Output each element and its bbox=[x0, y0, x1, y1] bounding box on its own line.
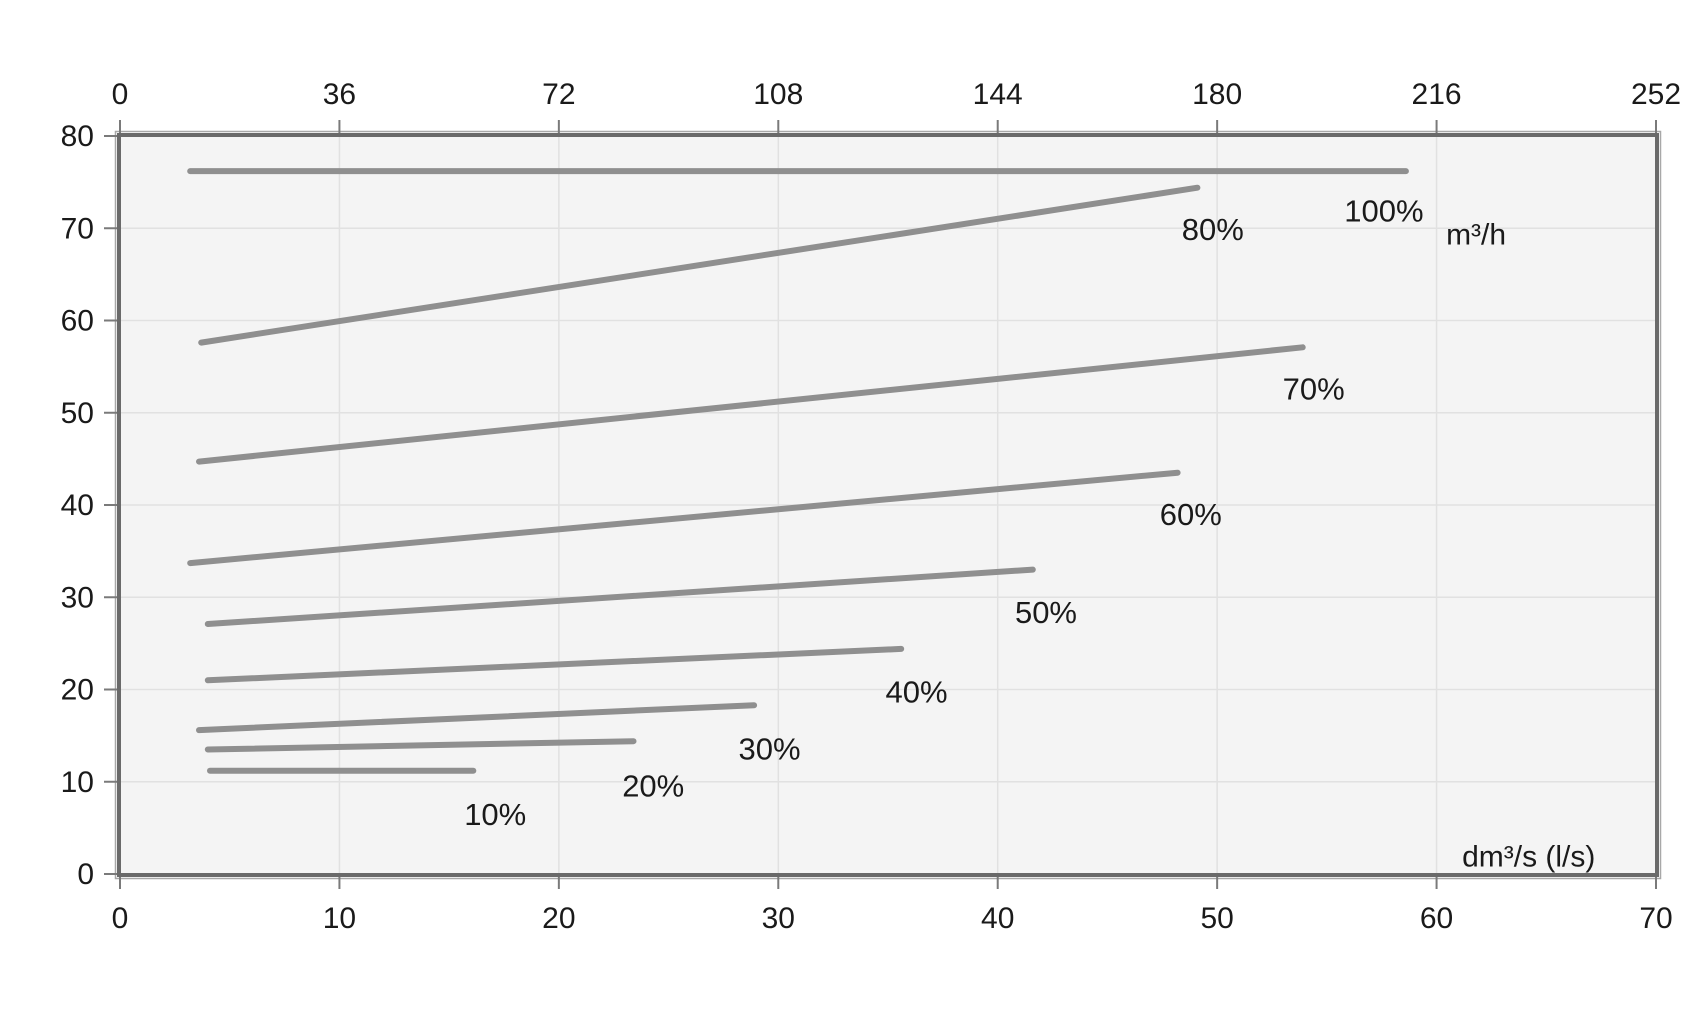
top-axis-tick-label: 216 bbox=[1412, 78, 1462, 111]
series-label-70%: 70% bbox=[1283, 372, 1345, 407]
series-line-30% bbox=[196, 702, 758, 734]
y-axis-tick-label: 80 bbox=[61, 120, 94, 153]
series-line-60% bbox=[187, 469, 1181, 567]
series-label-30%: 30% bbox=[738, 731, 800, 766]
series-label-50%: 50% bbox=[1015, 595, 1077, 630]
y-axis-tick-label: 70 bbox=[61, 212, 94, 245]
bottom-axis-tick-label: 0 bbox=[112, 902, 129, 935]
y-axis-tick-label: 0 bbox=[77, 858, 94, 891]
y-axis-tick-label: 10 bbox=[61, 766, 94, 799]
top-axis-tick-label: 180 bbox=[1192, 78, 1242, 111]
bottom-axis-tick-label: 20 bbox=[542, 902, 575, 935]
bottom-axis-unit-label: dm³/s (l/s) bbox=[1462, 840, 1595, 873]
series-label-80%: 80% bbox=[1182, 212, 1244, 247]
series-label-20%: 20% bbox=[622, 768, 684, 803]
plot-border bbox=[117, 133, 1659, 877]
bottom-axis-tick-label: 10 bbox=[323, 902, 356, 935]
top-axis-tick-label: 144 bbox=[973, 78, 1023, 111]
y-axis-tick-label: 30 bbox=[61, 581, 94, 614]
series-line-40% bbox=[204, 645, 905, 684]
bottom-axis-tick-label: 70 bbox=[1639, 902, 1672, 935]
series-label-60%: 60% bbox=[1160, 497, 1222, 532]
y-axis-tick-label: 50 bbox=[61, 397, 94, 430]
top-axis-tick-label: 72 bbox=[542, 78, 575, 111]
y-axis-tick-label: 60 bbox=[61, 305, 94, 338]
series-label-10%: 10% bbox=[464, 797, 526, 832]
bottom-axis-tick-label: 60 bbox=[1420, 902, 1453, 935]
series-line-70% bbox=[196, 344, 1306, 465]
y-axis-tick-label: 20 bbox=[61, 674, 94, 707]
top-axis-tick-label: 36 bbox=[323, 78, 356, 111]
series-label-100%: 100% bbox=[1344, 194, 1423, 229]
series-line-80% bbox=[198, 184, 1201, 346]
top-axis-tick-label: 0 bbox=[112, 78, 129, 111]
bottom-axis-tick-label: 40 bbox=[981, 902, 1014, 935]
top-axis-tick-label: 252 bbox=[1631, 78, 1681, 111]
series-line-20% bbox=[204, 738, 637, 753]
top-axis-tick-label: 108 bbox=[753, 78, 803, 111]
bottom-axis-tick-label: 30 bbox=[762, 902, 795, 935]
series-label-40%: 40% bbox=[886, 674, 948, 709]
bottom-axis-tick-label: 50 bbox=[1200, 902, 1233, 935]
top-axis-unit-label: m³/h bbox=[1446, 219, 1506, 252]
series-line-50% bbox=[204, 566, 1036, 627]
y-axis-tick-label: 40 bbox=[61, 489, 94, 522]
